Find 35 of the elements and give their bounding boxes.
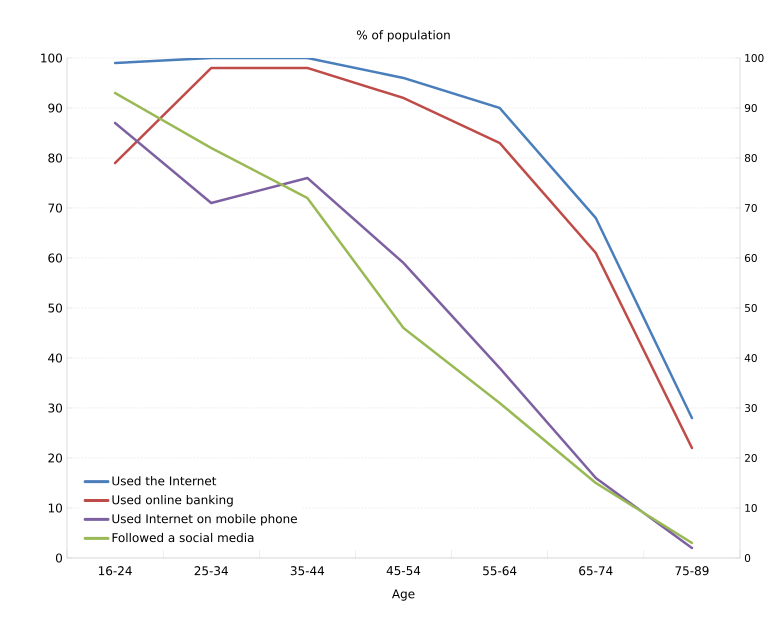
x-axis-title: Age (392, 589, 414, 601)
y2-tick-label: 30 (745, 404, 757, 412)
y2-tick-label: 10 (745, 504, 757, 512)
x-tick-label: 45-54 (386, 566, 420, 576)
y2-tick-label: 20 (744, 454, 757, 462)
y2-tick-label: 0 (744, 554, 750, 562)
legend-label: Used online banking (112, 495, 233, 507)
y-tick-label: 60 (48, 253, 62, 263)
y2-tick-label: 40 (744, 354, 757, 362)
y-tick-label: 90 (48, 103, 62, 113)
x-tick-label: 16-24 (98, 566, 132, 576)
y-tick-label: 50 (48, 303, 62, 313)
x-tick-label: 65-74 (579, 566, 613, 576)
y2-tick-label: 60 (744, 254, 757, 262)
y-tick-label: 0 (56, 553, 62, 563)
x-tick-label: 35-44 (290, 566, 324, 576)
y2-tick-label: 80 (744, 154, 757, 162)
y-tick-label: 70 (48, 203, 62, 213)
y2-tick-label: 100 (745, 54, 764, 62)
x-tick-label: 55-64 (483, 566, 516, 576)
x-tick-label: 75-89 (675, 566, 709, 576)
x-tick-label: 25-34 (194, 566, 228, 576)
legend-label: Used the Internet (112, 476, 216, 486)
y-tick-label: 80 (48, 153, 62, 163)
y-tick-label: 40 (48, 353, 62, 363)
y-tick-label: 20 (48, 453, 62, 463)
y-tick-label: 30 (48, 403, 62, 413)
y2-tick-label: 90 (744, 104, 757, 112)
legend-label: Followed a social media (112, 532, 254, 542)
chart-title: % of population (356, 30, 450, 42)
legend-label: Used Internet on mobile phone (112, 514, 297, 526)
y2-tick-label: 50 (745, 304, 757, 312)
y2-tick-label: 70 (745, 204, 757, 212)
y-tick-label: 100 (41, 53, 62, 63)
y-tick-label: 10 (48, 503, 62, 513)
